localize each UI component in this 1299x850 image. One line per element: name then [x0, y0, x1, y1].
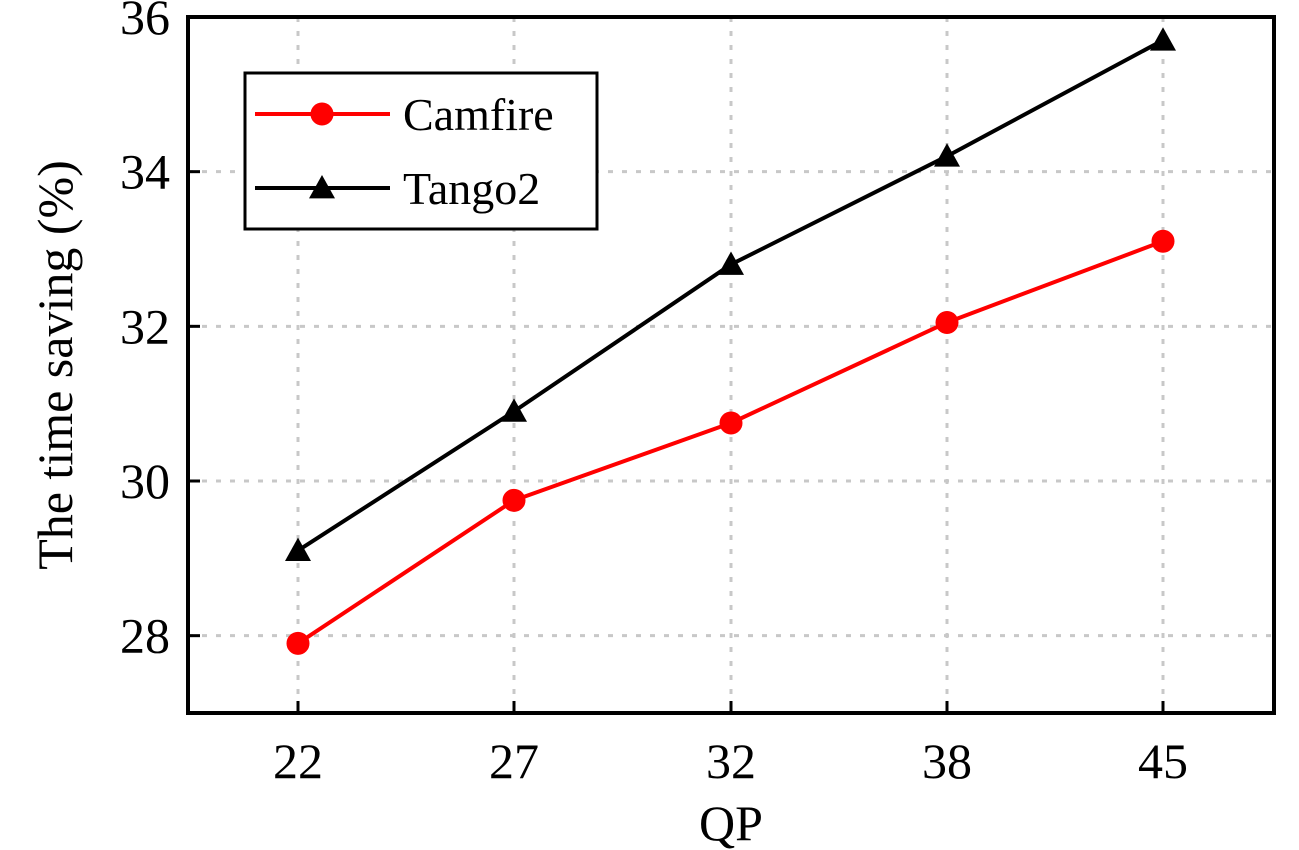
data-point-tango2 [285, 537, 311, 561]
data-point-tango2 [1150, 27, 1176, 51]
x-tick-label: 22 [273, 733, 323, 789]
y-tick-label: 34 [120, 144, 170, 200]
y-tick-label: 36 [120, 0, 170, 45]
y-tick-label: 30 [120, 453, 170, 509]
series-camfire [286, 229, 1175, 655]
data-point-tango2 [501, 398, 527, 422]
x-tick-label: 32 [706, 733, 756, 789]
legend-label-camfire: Camfire [403, 89, 554, 140]
legend-marker-camfire [310, 102, 334, 126]
legend-label-tango2: Tango2 [403, 163, 540, 214]
series-tango2 [285, 27, 1176, 561]
x-tick-label: 27 [489, 733, 539, 789]
x-tick-label: 38 [922, 733, 972, 789]
x-axis-title: QP [699, 795, 763, 850]
data-point-camfire [1151, 229, 1175, 253]
tick-labels: 22 27 32 38 45 28 30 32 34 36 [120, 0, 1188, 789]
data-point-camfire [935, 310, 959, 334]
series-layer [285, 27, 1176, 655]
axis-ticks [188, 15, 1165, 713]
data-point-tango2 [934, 143, 960, 167]
legend-marker-tango2 [309, 175, 335, 199]
legend: Camfire Tango2 [243, 71, 599, 231]
y-tick-label: 32 [120, 298, 170, 354]
data-point-tango2 [718, 251, 744, 275]
y-tick-label: 28 [120, 608, 170, 664]
x-tick-label: 45 [1138, 733, 1188, 789]
data-point-camfire [286, 631, 310, 655]
data-point-camfire [502, 488, 526, 512]
y-axis-title: The time saving (%) [27, 160, 83, 570]
legend-box [243, 71, 599, 231]
data-point-camfire [719, 411, 743, 435]
